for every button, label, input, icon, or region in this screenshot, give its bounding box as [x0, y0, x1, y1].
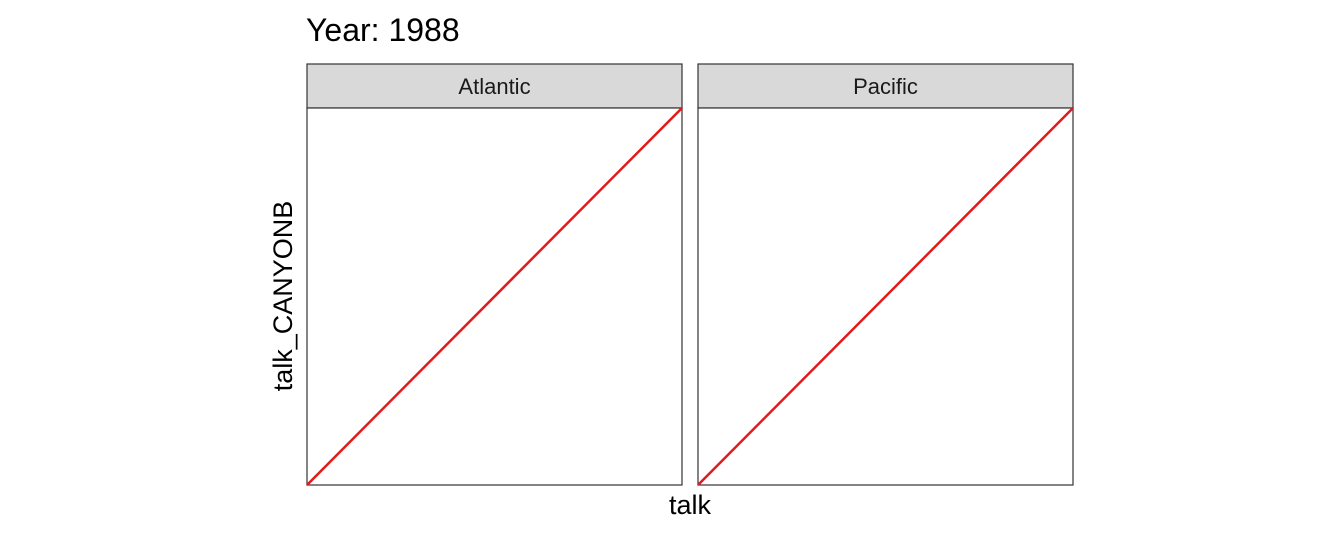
facet-panel-atlantic: Atlantic: [306, 63, 683, 486]
chart-title: Year: 1988: [306, 12, 460, 48]
series-line-atlantic: [306, 107, 683, 486]
facet-strip-label-pacific: Pacific: [853, 74, 918, 99]
series-line-pacific: [697, 107, 1074, 486]
facet-strip-atlantic: [306, 63, 683, 109]
facet-strip-pacific: [697, 63, 1074, 109]
facet-panel-pacific: Pacific: [697, 63, 1074, 486]
facet-strip-label-atlantic: Atlantic: [458, 74, 530, 99]
y-axis-title: talk_CANYONB: [268, 201, 298, 392]
x-axis-title: talk: [669, 490, 712, 520]
